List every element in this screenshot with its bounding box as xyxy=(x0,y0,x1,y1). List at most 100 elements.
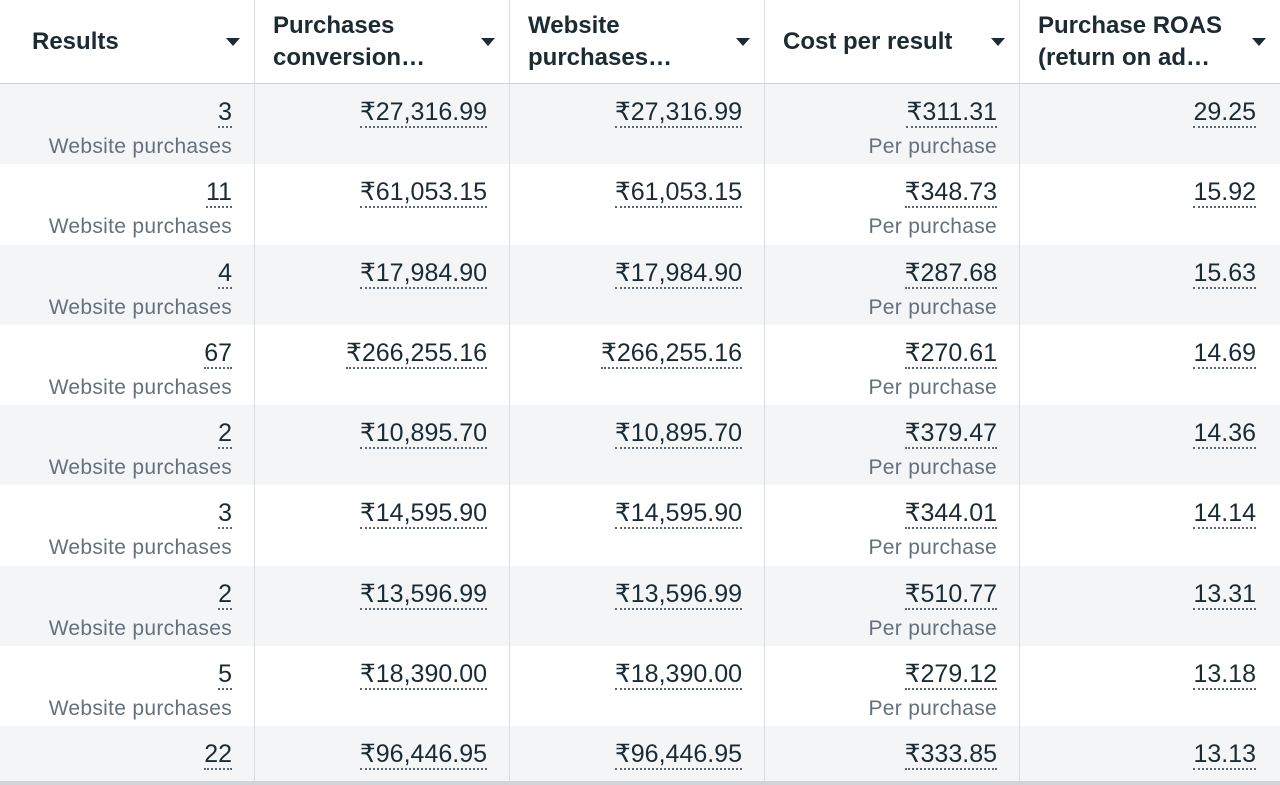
results-subtext: Website purchases xyxy=(48,295,232,319)
caret-down-icon[interactable] xyxy=(226,38,240,46)
cost-per-result-subtext: Per purchase xyxy=(868,456,997,480)
purchase-roas-cell: 14.14 xyxy=(1020,485,1280,565)
column-header-purchases-conversion-value[interactable]: Purchases conversion… xyxy=(255,0,510,83)
cost-per-result-value[interactable]: ₹311.31 xyxy=(906,98,997,128)
purchase-roas-cell: 15.63 xyxy=(1020,245,1280,325)
cost-per-result-cell: ₹344.01 Per purchase xyxy=(765,485,1020,566)
caret-down-icon[interactable] xyxy=(736,38,750,46)
results-value[interactable]: 2 xyxy=(218,419,232,450)
website-purchases-cell: ₹18,390.00 xyxy=(510,646,765,727)
purchase-roas-value[interactable]: 14.36 xyxy=(1193,419,1256,450)
table-header: Results Purchases conversion… Website pu… xyxy=(0,0,1280,84)
purchases-conversion-value[interactable]: ₹18,390.00 xyxy=(359,660,487,691)
website-purchases-value[interactable]: ₹18,390.00 xyxy=(614,660,742,691)
cost-per-result-value[interactable]: ₹348.73 xyxy=(904,178,997,209)
table-row: 22 ₹96,446.95 ₹96,446.95 ₹333.85 13.13 xyxy=(0,726,1280,785)
cost-per-result-value[interactable]: ₹379.47 xyxy=(904,419,997,450)
column-header-label: Purchase ROAS xyxy=(1038,11,1223,39)
column-header-label-cont: (return on ad… xyxy=(1038,43,1210,71)
results-subtext: Website purchases xyxy=(48,375,232,399)
website-purchases-cell: ₹27,316.99 xyxy=(510,84,765,165)
column-header-label: Purchases xyxy=(273,11,395,39)
results-value[interactable]: 5 xyxy=(218,660,232,691)
column-header-label-cont: purchases… xyxy=(528,43,673,71)
website-purchases-value[interactable]: ₹27,316.99 xyxy=(614,98,742,128)
purchase-roas-cell: 29.25 xyxy=(1020,84,1280,164)
website-purchases-value[interactable]: ₹10,895.70 xyxy=(614,419,742,450)
cost-per-result-value[interactable]: ₹287.68 xyxy=(904,258,997,289)
results-subtext: Website purchases xyxy=(48,616,232,640)
cost-per-result-subtext: Per purchase xyxy=(868,697,997,721)
cost-per-result-value[interactable]: ₹270.61 xyxy=(904,338,997,369)
website-purchases-value[interactable]: ₹14,595.90 xyxy=(614,499,742,530)
purchase-roas-value[interactable]: 14.69 xyxy=(1193,338,1256,369)
purchase-roas-cell: 13.18 xyxy=(1020,646,1280,726)
results-value[interactable]: 2 xyxy=(218,579,232,610)
purchase-roas-value[interactable]: 14.14 xyxy=(1193,499,1256,530)
results-cell: 67 Website purchases xyxy=(0,324,255,406)
website-purchases-value[interactable]: ₹13,596.99 xyxy=(614,579,742,610)
table-body: 3 Website purchases ₹27,316.99 ₹27,316.99 ₹3… xyxy=(0,84,1280,785)
results-cell: 4 Website purchases xyxy=(0,244,255,325)
cost-per-result-value[interactable]: ₹344.01 xyxy=(904,499,997,530)
cost-per-result-value[interactable]: ₹279.12 xyxy=(904,660,997,691)
purchase-roas-value[interactable]: 29.25 xyxy=(1193,98,1256,128)
website-purchases-cell: ₹17,984.90 xyxy=(510,244,765,325)
cost-per-result-value[interactable]: ₹510.77 xyxy=(904,579,997,610)
table-row: 2 Website purchases ₹13,596.99 ₹13,596.99 ₹5… xyxy=(0,565,1280,647)
website-purchases-cell: ₹10,895.70 xyxy=(510,405,765,486)
cost-per-result-subtext: Per purchase xyxy=(868,616,997,640)
website-purchases-value[interactable]: ₹96,446.95 xyxy=(614,740,742,771)
purchases-conversion-value[interactable]: ₹96,446.95 xyxy=(359,740,487,771)
website-purchases-cell: ₹266,255.16 xyxy=(510,324,765,406)
purchase-roas-cell: 14.69 xyxy=(1020,325,1280,405)
results-value[interactable]: 3 xyxy=(218,499,232,530)
cost-per-result-value[interactable]: ₹333.85 xyxy=(904,740,997,771)
purchase-roas-value[interactable]: 15.92 xyxy=(1193,178,1256,209)
results-cell: 2 Website purchases xyxy=(0,405,255,486)
column-header-results[interactable]: Results xyxy=(0,0,255,83)
results-value[interactable]: 4 xyxy=(218,258,232,289)
purchases-conversion-cell: ₹18,390.00 xyxy=(255,646,510,727)
results-subtext: Website purchases xyxy=(48,215,232,239)
purchase-roas-value[interactable]: 15.63 xyxy=(1193,258,1256,289)
results-value[interactable]: 67 xyxy=(204,338,232,369)
website-purchases-value[interactable]: ₹17,984.90 xyxy=(614,258,742,289)
cost-per-result-cell: ₹333.85 xyxy=(765,726,1020,785)
cost-per-result-subtext: Per purchase xyxy=(868,215,997,239)
cost-per-result-subtext: Per purchase xyxy=(868,295,997,319)
website-purchases-value[interactable]: ₹266,255.16 xyxy=(600,338,742,369)
results-value[interactable]: 22 xyxy=(204,740,232,771)
cost-per-result-cell: ₹287.68 Per purchase xyxy=(765,244,1020,325)
column-header-purchase-roas[interactable]: Purchase ROAS (return on ad… xyxy=(1020,0,1280,83)
purchases-conversion-cell: ₹266,255.16 xyxy=(255,324,510,406)
results-subtext: Website purchases xyxy=(48,135,232,158)
purchases-conversion-value[interactable]: ₹14,595.90 xyxy=(359,499,487,530)
purchase-roas-cell: 13.13 xyxy=(1020,726,1280,785)
purchases-conversion-cell: ₹61,053.15 xyxy=(255,164,510,245)
purchase-roas-value[interactable]: 13.31 xyxy=(1193,579,1256,610)
purchase-roas-cell: 13.31 xyxy=(1020,566,1280,646)
caret-down-icon[interactable] xyxy=(1252,38,1266,46)
cost-per-result-subtext: Per purchase xyxy=(868,536,997,560)
results-value[interactable]: 11 xyxy=(206,178,232,209)
table-row: 3 Website purchases ₹27,316.99 ₹27,316.99 ₹3… xyxy=(0,84,1280,165)
website-purchases-value[interactable]: ₹61,053.15 xyxy=(614,178,742,209)
caret-down-icon[interactable] xyxy=(481,38,495,46)
purchase-roas-cell: 15.92 xyxy=(1020,164,1280,244)
results-subtext: Website purchases xyxy=(48,456,232,480)
caret-down-icon[interactable] xyxy=(991,38,1005,46)
column-header-website-purchases-value[interactable]: Website purchases… xyxy=(510,0,765,83)
purchases-conversion-value[interactable]: ₹13,596.99 xyxy=(359,579,487,610)
purchases-conversion-value[interactable]: ₹17,984.90 xyxy=(359,258,487,289)
purchases-conversion-value[interactable]: ₹10,895.70 xyxy=(359,419,487,450)
purchases-conversion-value[interactable]: ₹266,255.16 xyxy=(345,338,487,369)
results-value[interactable]: 3 xyxy=(218,98,232,128)
table-row: 3 Website purchases ₹14,595.90 ₹14,595.90 ₹3… xyxy=(0,485,1280,566)
purchases-conversion-value[interactable]: ₹27,316.99 xyxy=(359,98,487,128)
column-header-label: Website xyxy=(528,11,620,39)
purchases-conversion-value[interactable]: ₹61,053.15 xyxy=(359,178,487,209)
purchase-roas-value[interactable]: 13.18 xyxy=(1193,660,1256,691)
column-header-cost-per-result[interactable]: Cost per result xyxy=(765,0,1020,83)
purchase-roas-value[interactable]: 13.13 xyxy=(1193,740,1256,771)
